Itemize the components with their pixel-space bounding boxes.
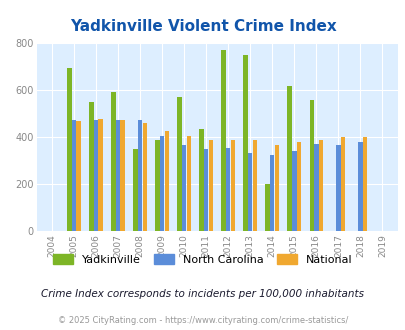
Bar	[335, 145, 340, 231]
Bar	[309, 100, 313, 231]
Bar	[265, 183, 269, 231]
Bar	[230, 140, 234, 231]
Bar	[340, 137, 344, 231]
Bar	[177, 97, 181, 231]
Bar	[142, 123, 147, 231]
Bar	[357, 142, 362, 231]
Bar	[252, 140, 256, 231]
Bar	[287, 86, 291, 231]
Bar	[89, 102, 94, 231]
Bar	[313, 144, 318, 231]
Bar	[274, 145, 278, 231]
Bar	[203, 149, 208, 231]
Bar	[318, 140, 322, 231]
Bar	[115, 120, 120, 231]
Bar	[221, 50, 225, 231]
Bar	[160, 136, 164, 231]
Bar	[120, 120, 125, 231]
Bar	[138, 120, 142, 231]
Bar	[76, 121, 81, 231]
Bar	[98, 119, 102, 231]
Bar	[94, 120, 98, 231]
Bar	[243, 55, 247, 231]
Bar	[133, 149, 137, 231]
Text: © 2025 CityRating.com - https://www.cityrating.com/crime-statistics/: © 2025 CityRating.com - https://www.city…	[58, 316, 347, 325]
Bar	[292, 150, 296, 231]
Bar	[226, 148, 230, 231]
Text: Yadkinville Violent Crime Index: Yadkinville Violent Crime Index	[69, 19, 336, 34]
Text: Crime Index corresponds to incidents per 100,000 inhabitants: Crime Index corresponds to incidents per…	[41, 289, 364, 299]
Legend: Yadkinville, North Carolina, National: Yadkinville, North Carolina, National	[53, 254, 352, 265]
Bar	[111, 92, 115, 231]
Bar	[247, 153, 252, 231]
Bar	[67, 68, 71, 231]
Bar	[296, 142, 301, 231]
Bar	[72, 120, 76, 231]
Bar	[155, 140, 159, 231]
Bar	[199, 129, 203, 231]
Bar	[181, 145, 186, 231]
Bar	[208, 140, 213, 231]
Bar	[362, 137, 367, 231]
Bar	[164, 131, 168, 231]
Bar	[269, 154, 274, 231]
Bar	[186, 137, 190, 231]
